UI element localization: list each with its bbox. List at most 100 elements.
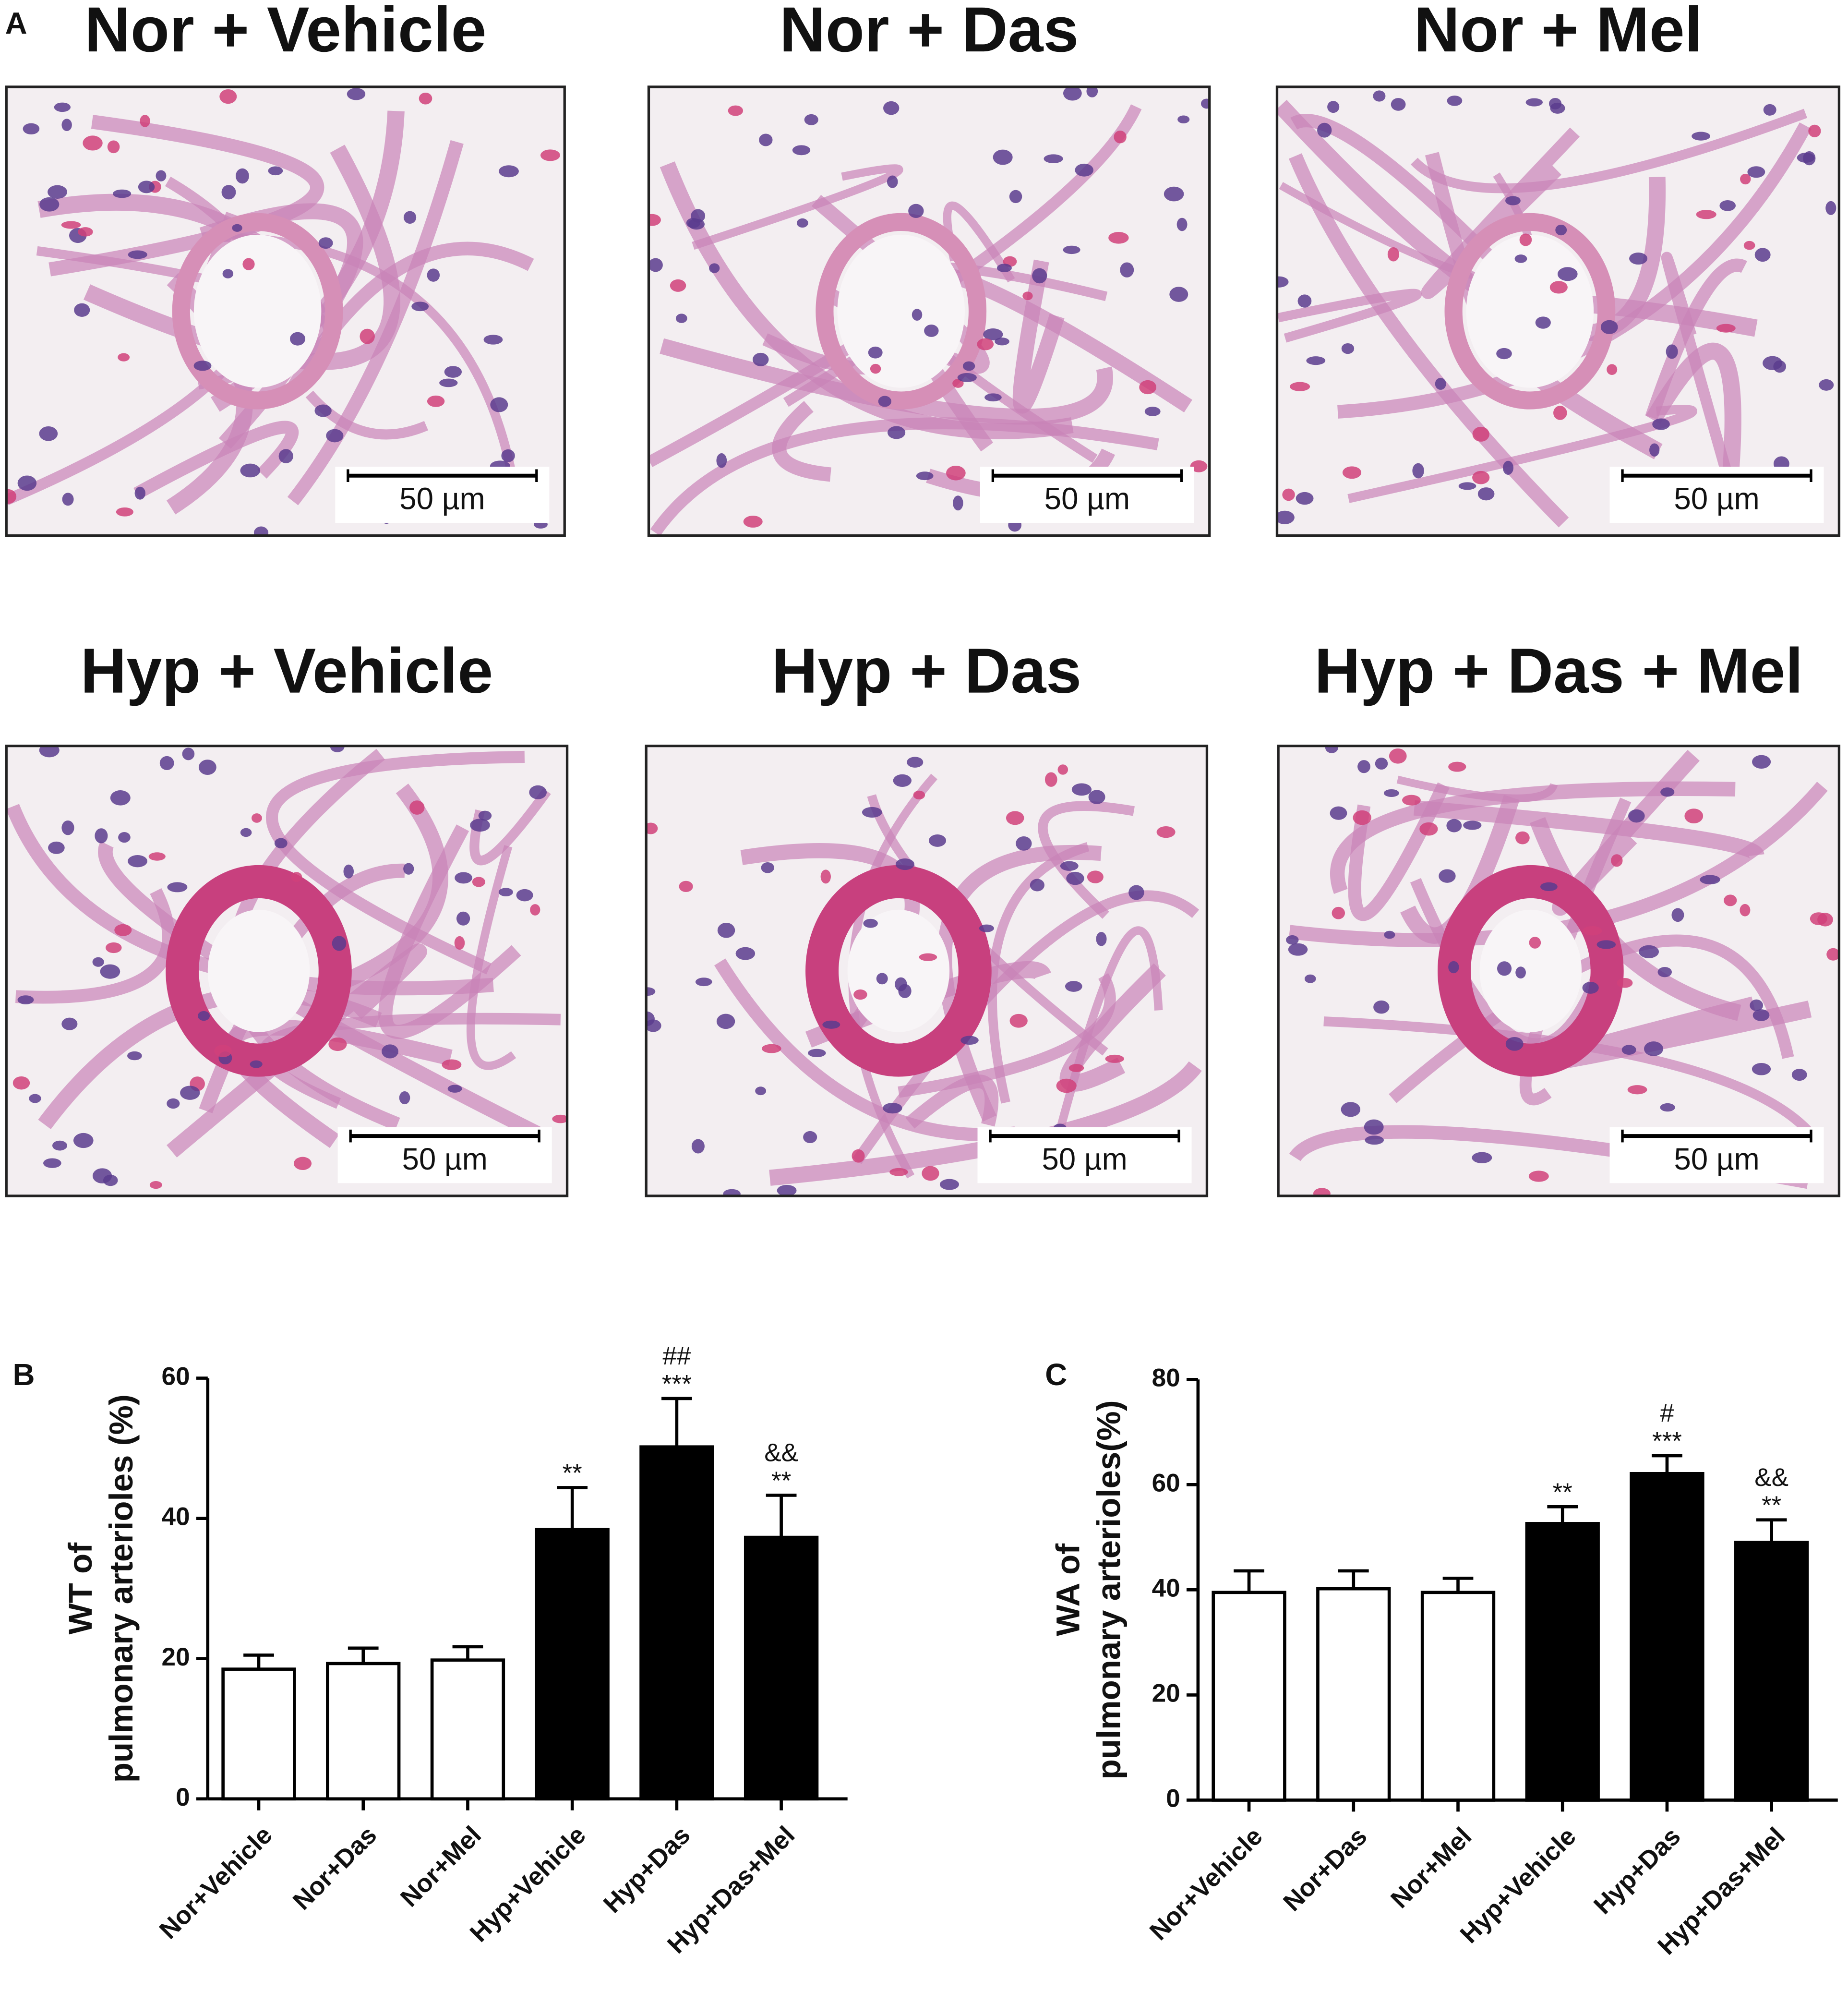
nucleus (1365, 1135, 1384, 1145)
nucleus (1628, 809, 1645, 823)
nucleus (1296, 492, 1314, 505)
nucleus (822, 1020, 840, 1029)
significance-mark: # (1660, 1399, 1674, 1427)
nucleus (1044, 772, 1057, 787)
nucleus (1063, 245, 1080, 254)
vessel-wall (816, 213, 987, 410)
y-tick-label: 40 (162, 1503, 190, 1531)
nucleus (134, 486, 145, 500)
nucleus (1791, 1069, 1807, 1081)
nucleus (952, 379, 964, 388)
micrograph (1277, 86, 1839, 536)
y-axis-label: WT of (62, 1542, 99, 1635)
nucleus (128, 250, 147, 259)
micrograph-frame (1275, 85, 1841, 537)
nucleus (1087, 870, 1104, 883)
tissue-strand (1012, 259, 1065, 414)
bar (1525, 1522, 1600, 1802)
nucleus (1277, 510, 1295, 524)
vessel-wall (1444, 213, 1616, 410)
nucleus (1617, 977, 1633, 988)
nucleus (957, 373, 977, 382)
nucleus (1446, 819, 1462, 833)
nucleus (29, 1094, 41, 1103)
scale-bar-label: 50 µm (399, 482, 485, 516)
nucleus (73, 1133, 94, 1148)
nucleus (1105, 1054, 1124, 1063)
nucleus (61, 1017, 78, 1030)
nucleus (6, 489, 17, 504)
nucleus (1448, 761, 1466, 772)
nucleus (330, 746, 345, 752)
bar (1420, 1591, 1496, 1802)
nucleus (39, 197, 60, 212)
nucleus (1505, 196, 1521, 205)
vessel-lumen (193, 234, 322, 388)
nucleus (439, 378, 458, 387)
nucleus (1458, 482, 1476, 490)
micrograph-frame (5, 85, 566, 537)
bar (430, 1658, 505, 1801)
tissue-strand (1348, 782, 1450, 921)
nucleus (1387, 247, 1400, 262)
nucleus (198, 760, 216, 775)
nucleus (883, 101, 900, 115)
nucleus (74, 303, 90, 317)
nucleus (1044, 154, 1063, 163)
tissue-strand (1277, 289, 1422, 343)
image-title: Nor + Vehicle (84, 0, 486, 65)
nucleus (646, 987, 656, 996)
nucleus (1375, 758, 1388, 770)
nucleus (1389, 748, 1407, 764)
nucleus (498, 888, 513, 897)
nucleus (92, 1168, 112, 1183)
nucleus (62, 493, 74, 506)
nucleus (1448, 961, 1459, 974)
nucleus (167, 882, 188, 893)
nucleus (1477, 487, 1495, 501)
nucleus (182, 748, 195, 760)
nucleus (198, 1011, 210, 1021)
nucleus (110, 790, 131, 806)
nucleus (804, 114, 818, 125)
nucleus (743, 516, 763, 528)
nucleus (1660, 1103, 1675, 1112)
nucleus (1006, 811, 1024, 825)
nucleus (679, 881, 693, 893)
nucleus (1190, 460, 1208, 472)
nucleus (1009, 1014, 1028, 1028)
nucleus (95, 828, 108, 844)
x-tick-label: Nor+Das (288, 1821, 382, 1916)
nucleus (343, 864, 354, 879)
nucleus (1472, 426, 1489, 442)
nucleus (1086, 86, 1098, 97)
nucleus (112, 189, 132, 198)
significance-mark: ** (563, 1459, 582, 1487)
y-axis-label: pulmonary arterioles (%) (103, 1394, 140, 1783)
x-tick-label: Nor+Das (1278, 1822, 1372, 1917)
nucleus (214, 1045, 232, 1057)
nucleus (328, 1037, 347, 1051)
nucleus (1317, 122, 1332, 138)
scale-bar-label: 50 µm (1674, 1142, 1759, 1176)
nucleus (1660, 787, 1675, 797)
nucleus (253, 526, 269, 536)
scale-bar-label: 50 µm (1042, 1142, 1127, 1176)
nucleus (1657, 967, 1672, 977)
nucleus (1743, 241, 1755, 250)
nucleus (1169, 287, 1188, 302)
nucleus (924, 325, 939, 337)
nucleus (1297, 294, 1312, 308)
nucleus (962, 361, 975, 371)
nucleus (1313, 1188, 1331, 1196)
y-axis-label: WA of (1050, 1543, 1087, 1636)
nucleus (1540, 882, 1558, 892)
nucleus (1288, 943, 1308, 956)
tissue-strand (48, 115, 324, 277)
nucleus (140, 115, 150, 127)
nucleus (1671, 908, 1684, 922)
nucleus (996, 264, 1012, 272)
nucleus (242, 258, 255, 270)
nucleus (148, 852, 166, 861)
tissue-strand (898, 973, 1116, 1098)
